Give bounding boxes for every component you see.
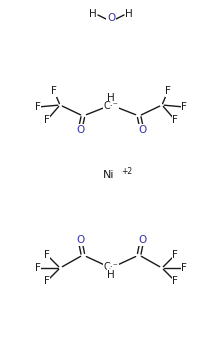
Text: F: F xyxy=(44,276,50,286)
Text: +2: +2 xyxy=(121,167,132,177)
Text: H: H xyxy=(107,270,115,280)
Text: F: F xyxy=(181,263,187,273)
Text: F: F xyxy=(172,115,178,125)
Text: O: O xyxy=(107,13,115,23)
Text: C·⁻: C·⁻ xyxy=(103,101,119,111)
Text: F: F xyxy=(44,250,50,260)
Text: F: F xyxy=(35,263,41,273)
Text: F: F xyxy=(172,276,178,286)
Text: O: O xyxy=(76,125,84,135)
Text: F: F xyxy=(172,250,178,260)
Text: F: F xyxy=(44,115,50,125)
Text: C·⁻: C·⁻ xyxy=(103,262,119,272)
Text: F: F xyxy=(181,102,187,112)
Text: H: H xyxy=(125,9,133,19)
Text: O: O xyxy=(138,235,146,245)
Text: Ni: Ni xyxy=(103,170,115,180)
Text: H: H xyxy=(89,9,97,19)
Text: F: F xyxy=(51,86,57,96)
Text: O: O xyxy=(76,235,84,245)
Text: F: F xyxy=(165,86,171,96)
Text: H: H xyxy=(107,93,115,103)
Text: O: O xyxy=(138,125,146,135)
Text: F: F xyxy=(35,102,41,112)
